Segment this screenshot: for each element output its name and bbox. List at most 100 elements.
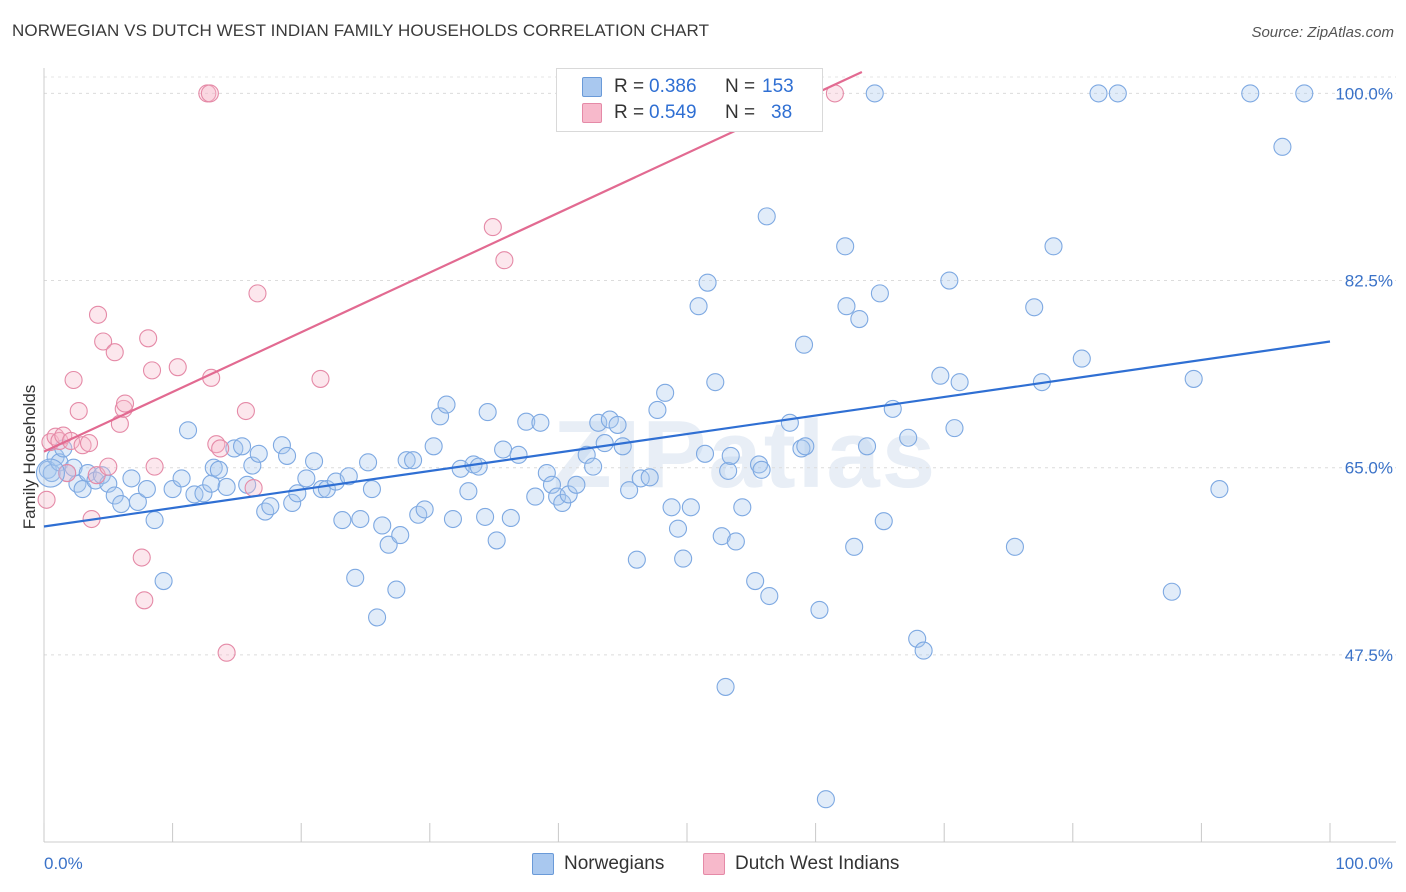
y-tick-label: 65.0% — [1345, 459, 1393, 478]
y-axis-label: Family Households — [20, 385, 39, 530]
data-point — [931, 366, 950, 385]
chart-title: NORWEGIAN VS DUTCH WEST INDIAN FAMILY HO… — [12, 21, 710, 40]
source-label: Source: ZipAtlas.com — [1251, 24, 1394, 41]
data-point — [487, 531, 506, 550]
data-point — [908, 629, 927, 648]
data-point — [232, 437, 252, 456]
data-point — [194, 484, 213, 503]
data-point — [387, 580, 406, 599]
data-point — [373, 516, 392, 535]
data-point — [1295, 84, 1314, 103]
data-point — [760, 586, 779, 606]
data-point — [874, 512, 893, 531]
data-point — [217, 643, 236, 662]
data-point — [746, 572, 765, 591]
data-point — [620, 481, 639, 500]
legend-r-value: 0.549 — [649, 102, 697, 123]
data-point — [537, 463, 556, 483]
data-point — [752, 460, 771, 479]
bottom-legend-swatch-dutch-west-indians — [703, 853, 725, 875]
data-point — [810, 600, 829, 619]
legend-n-value: 153 — [762, 76, 794, 97]
data-point — [950, 373, 969, 392]
data-point — [845, 537, 864, 556]
data-point — [816, 790, 835, 809]
data-point — [757, 207, 776, 226]
legend-swatch-norwegians — [582, 77, 602, 97]
data-point — [178, 421, 198, 440]
data-point — [185, 485, 204, 504]
data-point — [297, 469, 316, 488]
data-point — [79, 434, 99, 453]
data-point — [311, 369, 330, 388]
data-point — [689, 297, 708, 316]
data-point — [168, 358, 187, 377]
data-point — [339, 467, 358, 486]
data-point — [674, 549, 693, 568]
data-point — [716, 677, 735, 696]
data-point — [662, 498, 681, 517]
data-point — [517, 412, 536, 431]
data-point — [110, 414, 129, 433]
data-point — [542, 475, 562, 494]
data-point — [865, 84, 884, 103]
data-point — [796, 437, 815, 456]
data-point — [726, 532, 745, 551]
data-point — [494, 440, 513, 459]
data-point — [172, 469, 191, 488]
data-point — [584, 457, 603, 476]
data-point — [137, 480, 156, 499]
data-point — [478, 403, 497, 422]
data-point — [857, 437, 877, 456]
data-point — [359, 453, 378, 472]
data-point — [1005, 537, 1024, 556]
data-point — [631, 469, 650, 488]
data-point — [1072, 349, 1091, 368]
data-point — [283, 493, 302, 513]
legend-r-label: R = — [614, 76, 645, 97]
data-point — [211, 439, 230, 458]
data-point — [122, 469, 141, 488]
data-point — [733, 498, 752, 517]
data-point — [589, 413, 608, 432]
data-point — [37, 490, 56, 509]
data-point — [379, 535, 398, 554]
data-point — [719, 461, 738, 480]
data-point — [695, 444, 715, 463]
data-point — [288, 484, 307, 503]
data-point — [1108, 84, 1127, 103]
data-point — [69, 401, 88, 421]
data-point — [940, 271, 959, 290]
data-point — [135, 591, 154, 610]
data-point — [1210, 480, 1229, 499]
data-point — [476, 507, 495, 526]
bottom-legend-label: Norwegians — [564, 853, 665, 874]
data-point — [1273, 137, 1292, 156]
legend-r-label: R = — [614, 102, 645, 123]
data-point — [64, 370, 83, 390]
trend-line — [43, 340, 1331, 528]
data-point — [112, 495, 131, 514]
data-point — [567, 475, 586, 494]
data-point — [469, 457, 488, 476]
bottom-legend-swatch-norwegians — [532, 853, 554, 875]
data-point — [509, 445, 528, 464]
data-point — [850, 309, 869, 329]
data-point — [105, 343, 124, 362]
data-point — [1044, 237, 1063, 256]
data-point — [437, 395, 456, 414]
y-tick-label: 82.5% — [1345, 272, 1393, 291]
x-tick-label: 100.0% — [1335, 854, 1393, 873]
data-point — [256, 502, 275, 521]
data-point — [1162, 582, 1181, 601]
data-point — [404, 451, 423, 470]
data-point — [656, 383, 675, 402]
data-point — [58, 463, 77, 483]
data-point — [608, 415, 627, 434]
data-point — [640, 468, 659, 487]
data-point — [698, 273, 717, 292]
data-point — [202, 474, 221, 493]
data-point — [88, 305, 108, 324]
data-point — [128, 492, 147, 511]
watermark: ZIPatlas — [553, 401, 938, 508]
